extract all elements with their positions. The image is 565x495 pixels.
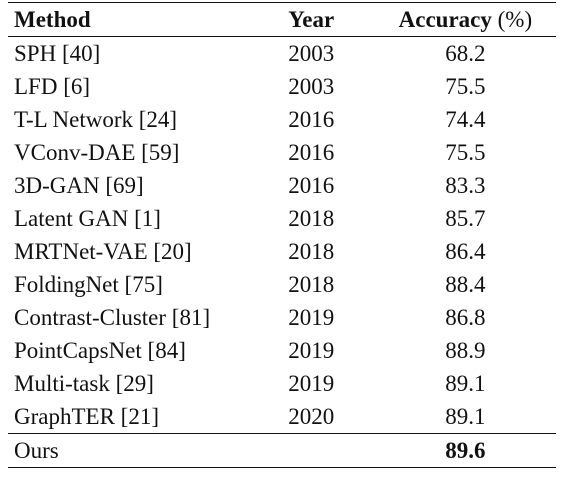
cell-accuracy: 89.1 (445, 371, 486, 396)
cell-year: 2003 (288, 74, 335, 99)
cell-year: 2016 (288, 173, 335, 198)
table-row: GraphTER [21] 2020 89.1 (8, 400, 556, 434)
cell-year: 2016 (288, 140, 335, 165)
table-row: Latent GAN [1] 2018 85.7 (8, 202, 556, 235)
cell-accuracy: 88.4 (445, 272, 486, 297)
table-row: PointCapsNet [84] 2019 88.9 (8, 334, 556, 367)
table-row: Multi-task [29] 2019 89.1 (8, 367, 556, 400)
cell-accuracy: 83.3 (445, 173, 486, 198)
table-row: LFD [6] 2003 75.5 (8, 70, 556, 103)
cell-year (286, 433, 375, 468)
table-body: SPH [40] 2003 68.2 LFD [6] 2003 75.5 T-L Netwo… (8, 37, 556, 434)
cell-accuracy: 68.2 (445, 41, 486, 66)
cell-method: Ours (8, 433, 287, 468)
cell-method: MRTNet-VAE [20] (14, 239, 192, 264)
cell-accuracy: 86.4 (445, 239, 486, 264)
cell-method: Multi-task [29] (14, 371, 154, 396)
cell-method: GraphTER [21] (14, 404, 159, 429)
cell-accuracy: 75.5 (445, 74, 486, 99)
table-row: 3D-GAN [69] 2016 83.3 (8, 169, 556, 202)
cell-method: T-L Network [24] (14, 107, 178, 132)
cell-year: 2018 (288, 272, 335, 297)
cell-method: FoldingNet [75] (14, 272, 163, 297)
cell-method: PointCapsNet [84] (14, 338, 186, 363)
header-accuracy-unit: (%) (497, 7, 533, 32)
results-table: Method Year Accuracy (%) SPH [40] 2003 68.… (8, 2, 556, 468)
table-row: MRTNet-VAE [20] 2018 86.4 (8, 235, 556, 268)
table-row: SPH [40] 2003 68.2 (8, 37, 556, 71)
cell-method: LFD [6] (14, 74, 91, 99)
cell-accuracy: 86.8 (445, 305, 486, 330)
cell-accuracy: 88.9 (445, 338, 486, 363)
cell-method: VConv-DAE [59] (14, 140, 180, 165)
cell-year: 2016 (288, 107, 335, 132)
cell-year: 2018 (288, 206, 335, 231)
results-table-container: Method Year Accuracy (%) SPH [40] 2003 68.… (8, 2, 556, 468)
header-year: Year (286, 2, 375, 37)
cell-year: 2003 (288, 41, 335, 66)
cell-method: Contrast-Cluster [81] (14, 305, 211, 330)
cell-method: SPH [40] (14, 41, 101, 66)
cell-year: 2018 (288, 239, 335, 264)
header-accuracy: Accuracy (%) (374, 2, 556, 37)
cell-year: 2019 (288, 305, 335, 330)
table-row: Contrast-Cluster [81] 2019 86.8 (8, 301, 556, 334)
table-header-row: Method Year Accuracy (%) (8, 2, 556, 37)
cell-year: 2019 (288, 338, 335, 363)
cell-year: 2019 (288, 371, 335, 396)
cell-accuracy: 75.5 (445, 140, 486, 165)
cell-accuracy: 85.7 (445, 206, 486, 231)
header-method: Method (8, 2, 287, 37)
cell-method: Latent GAN [1] (14, 206, 161, 231)
table-row: T-L Network [24] 2016 74.4 (8, 103, 556, 136)
table-row-ours: Ours 89.6 (8, 433, 556, 468)
table-row: FoldingNet [75] 2018 88.4 (8, 268, 556, 301)
cell-accuracy: 89.6 (374, 433, 556, 468)
cell-accuracy: 74.4 (445, 107, 486, 132)
cell-year: 2020 (288, 404, 335, 429)
cell-method: 3D-GAN [69] (14, 173, 144, 198)
table-row: VConv-DAE [59] 2016 75.5 (8, 136, 556, 169)
cell-accuracy: 89.1 (445, 404, 486, 429)
